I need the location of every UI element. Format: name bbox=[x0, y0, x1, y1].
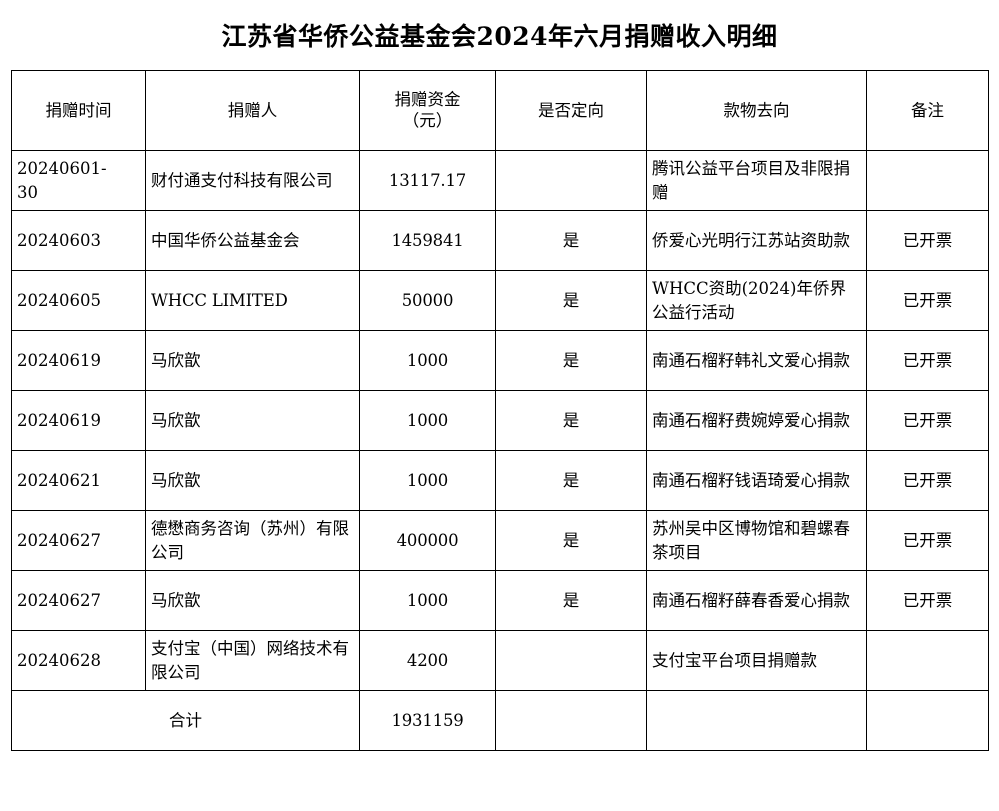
cell-directed: 是 bbox=[495, 450, 647, 511]
cell-directed: 是 bbox=[495, 390, 647, 451]
page-title: 江苏省华侨公益基金会2024年六月捐赠收入明细 bbox=[221, 22, 778, 51]
cell-amount: 13117.17 bbox=[359, 150, 496, 211]
table-container: 捐赠时间 捐赠人 捐赠资金 （元） 是否定向 款物去向 备注 20240601-… bbox=[0, 70, 999, 751]
cell-amount: 400000 bbox=[359, 510, 496, 571]
cell-donor: 马欣歆 bbox=[145, 390, 360, 451]
column-header-note: 备注 bbox=[866, 70, 989, 151]
cell-note: 已开票 bbox=[866, 450, 989, 511]
total-label: 合计 bbox=[11, 690, 360, 751]
cell-amount: 4200 bbox=[359, 630, 496, 691]
cell-note bbox=[866, 150, 989, 211]
cell-directed: 是 bbox=[495, 330, 647, 391]
column-header-donor: 捐赠人 bbox=[145, 70, 360, 151]
column-header-directed: 是否定向 bbox=[495, 70, 647, 151]
cell-date: 20240621 bbox=[11, 450, 146, 511]
cell-donor: 德懋商务咨询（苏州）有限公司 bbox=[145, 510, 360, 571]
total-directed bbox=[495, 690, 647, 751]
table-row: 20240619 马欣歆 1000 是 南通石榴籽费婉婷爱心捐款 已开票 bbox=[11, 390, 989, 451]
cell-date: 20240619 bbox=[11, 390, 146, 451]
cell-donor: 财付通支付科技有限公司 bbox=[145, 150, 360, 211]
total-usage bbox=[646, 690, 867, 751]
cell-amount: 1459841 bbox=[359, 210, 496, 271]
cell-donor: 马欣歆 bbox=[145, 570, 360, 631]
cell-date: 20240628 bbox=[11, 630, 146, 691]
cell-donor: 支付宝（中国）网络技术有限公司 bbox=[145, 630, 360, 691]
cell-amount: 50000 bbox=[359, 270, 496, 331]
total-amount: 1931159 bbox=[359, 690, 496, 751]
cell-directed bbox=[495, 150, 647, 211]
cell-note: 已开票 bbox=[866, 570, 989, 631]
table-header: 捐赠时间 捐赠人 捐赠资金 （元） 是否定向 款物去向 备注 bbox=[11, 70, 989, 151]
total-note bbox=[866, 690, 989, 751]
column-header-amount-line2: （元） bbox=[402, 110, 453, 130]
column-header-usage: 款物去向 bbox=[646, 70, 867, 151]
table-row: 20240601- 30 财付通支付科技有限公司 13117.17 腾讯公益平台… bbox=[11, 150, 989, 211]
column-header-date: 捐赠时间 bbox=[11, 70, 146, 151]
cell-note: 已开票 bbox=[866, 390, 989, 451]
column-header-amount: 捐赠资金 （元） bbox=[359, 70, 496, 151]
cell-date-line1: 20240601- bbox=[17, 158, 107, 178]
table-row: 20240619 马欣歆 1000 是 南通石榴籽韩礼文爱心捐款 已开票 bbox=[11, 330, 989, 391]
cell-note: 已开票 bbox=[866, 330, 989, 391]
title-bar: 江苏省华侨公益基金会2024年六月捐赠收入明细 bbox=[0, 0, 999, 70]
cell-usage: 南通石榴籽钱语琦爱心捐款 bbox=[646, 450, 867, 511]
cell-usage: 腾讯公益平台项目及非限捐赠 bbox=[646, 150, 867, 211]
cell-usage: 支付宝平台项目捐赠款 bbox=[646, 630, 867, 691]
table-row: 20240603 中国华侨公益基金会 1459841 是 侨爱心光明行江苏站资助… bbox=[11, 210, 989, 271]
table-row: 20240605 WHCC LIMITED 50000 是 WHCC资助(202… bbox=[11, 270, 989, 331]
cell-date: 20240619 bbox=[11, 330, 146, 391]
table-row: 20240628 支付宝（中国）网络技术有限公司 4200 支付宝平台项目捐赠款 bbox=[11, 630, 989, 691]
cell-note: 已开票 bbox=[866, 510, 989, 571]
cell-directed: 是 bbox=[495, 570, 647, 631]
cell-date-line2: 30 bbox=[17, 182, 38, 202]
cell-date: 20240603 bbox=[11, 210, 146, 271]
column-header-amount-line1: 捐赠资金 bbox=[394, 89, 461, 109]
cell-donor: 中国华侨公益基金会 bbox=[145, 210, 360, 271]
cell-directed: 是 bbox=[495, 210, 647, 271]
cell-date: 20240627 bbox=[11, 570, 146, 631]
cell-usage: WHCC资助(2024)年侨界公益行活动 bbox=[646, 270, 867, 331]
cell-donor: 马欣歆 bbox=[145, 450, 360, 511]
cell-usage: 苏州吴中区博物馆和碧螺春茶项目 bbox=[646, 510, 867, 571]
cell-usage: 南通石榴籽薛春香爱心捐款 bbox=[646, 570, 867, 631]
cell-donor: WHCC LIMITED bbox=[145, 270, 360, 331]
cell-usage: 侨爱心光明行江苏站资助款 bbox=[646, 210, 867, 271]
cell-directed: 是 bbox=[495, 270, 647, 331]
cell-date: 20240605 bbox=[11, 270, 146, 331]
cell-usage: 南通石榴籽费婉婷爱心捐款 bbox=[646, 390, 867, 451]
table-row: 20240627 德懋商务咨询（苏州）有限公司 400000 是 苏州吴中区博物… bbox=[11, 510, 989, 571]
cell-directed: 是 bbox=[495, 510, 647, 571]
table-header-row: 捐赠时间 捐赠人 捐赠资金 （元） 是否定向 款物去向 备注 bbox=[11, 70, 989, 151]
cell-note: 已开票 bbox=[866, 210, 989, 271]
cell-note: 已开票 bbox=[866, 270, 989, 331]
cell-donor: 马欣歆 bbox=[145, 330, 360, 391]
cell-amount: 1000 bbox=[359, 390, 496, 451]
cell-amount: 1000 bbox=[359, 570, 496, 631]
table-row: 20240621 马欣歆 1000 是 南通石榴籽钱语琦爱心捐款 已开票 bbox=[11, 450, 989, 511]
cell-directed bbox=[495, 630, 647, 691]
cell-date: 20240627 bbox=[11, 510, 146, 571]
cell-usage: 南通石榴籽韩礼文爱心捐款 bbox=[646, 330, 867, 391]
cell-amount: 1000 bbox=[359, 450, 496, 511]
table-body: 20240601- 30 财付通支付科技有限公司 13117.17 腾讯公益平台… bbox=[11, 150, 989, 751]
table-row: 20240627 马欣歆 1000 是 南通石榴籽薛春香爱心捐款 已开票 bbox=[11, 570, 989, 631]
donation-detail-table: 捐赠时间 捐赠人 捐赠资金 （元） 是否定向 款物去向 备注 20240601-… bbox=[11, 70, 989, 751]
table-total-row: 合计 1931159 bbox=[11, 690, 989, 751]
cell-date: 20240601- 30 bbox=[11, 150, 146, 211]
cell-note bbox=[866, 630, 989, 691]
cell-amount: 1000 bbox=[359, 330, 496, 391]
